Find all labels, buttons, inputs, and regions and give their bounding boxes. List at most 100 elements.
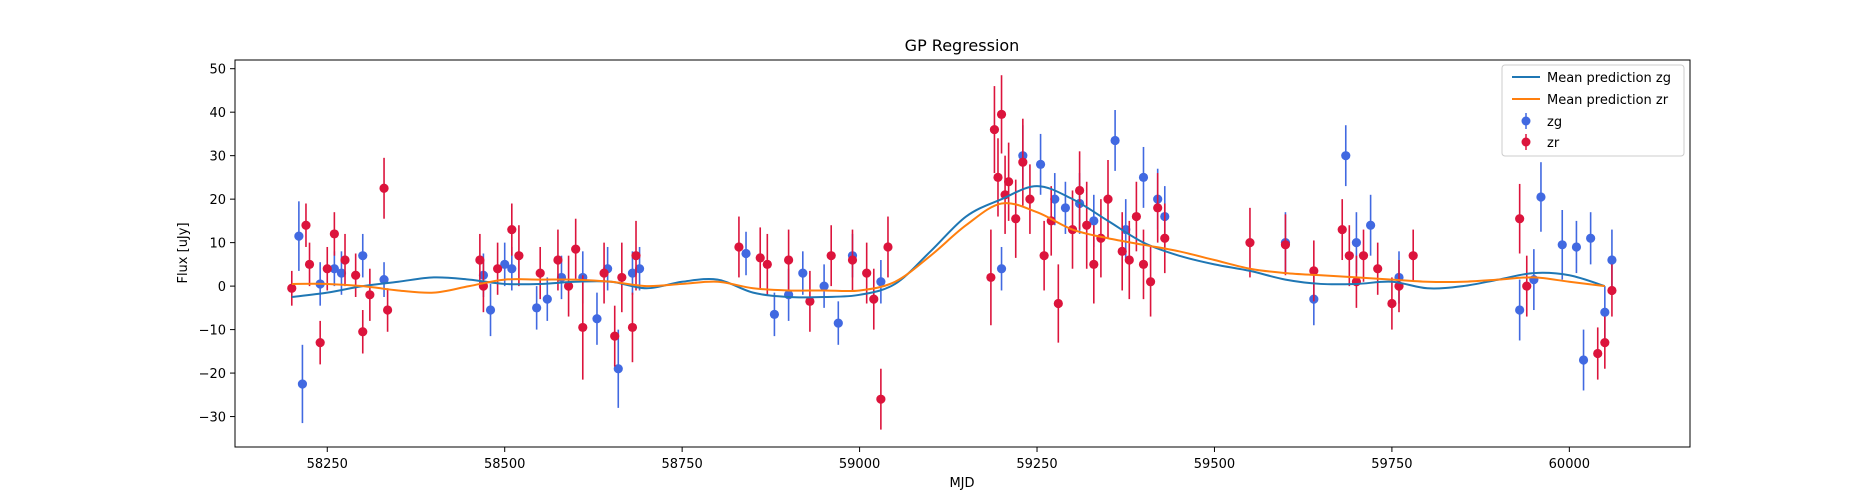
data-point-zg xyxy=(627,268,638,278)
x-tick-label: 59750 xyxy=(1371,457,1412,472)
data-point-zr xyxy=(340,255,350,265)
data-point-zg xyxy=(741,248,751,259)
data-point-zr xyxy=(1004,177,1014,187)
y-tick-label: −20 xyxy=(199,367,226,382)
legend-box xyxy=(1501,64,1685,157)
data-point-zg xyxy=(294,231,304,241)
data-point-zr xyxy=(1075,185,1085,196)
data-point-zr xyxy=(1593,348,1603,359)
data-point-zr xyxy=(535,268,545,278)
data-point-zr xyxy=(1018,157,1028,167)
data-point-zg xyxy=(542,294,552,304)
chart-title: GP Regression xyxy=(905,36,1020,55)
mean-prediction-line-zr xyxy=(291,202,1605,294)
data-point-zr xyxy=(631,251,641,261)
legend-label-zg: zg xyxy=(1547,115,1562,130)
data-point-zr xyxy=(1160,233,1170,243)
data-point-zr xyxy=(1124,255,1134,265)
y-tick-label: 0 xyxy=(218,280,226,295)
data-point-zr xyxy=(1373,264,1383,274)
x-tick-label: 59000 xyxy=(839,457,880,472)
x-tick-label: 59250 xyxy=(1016,457,1057,472)
data-point-zr xyxy=(1280,240,1291,250)
y-tick-label: 30 xyxy=(209,150,226,165)
data-point-zr xyxy=(996,109,1007,119)
data-point-zg xyxy=(798,268,808,278)
data-point-zr xyxy=(755,253,765,263)
data-point-zr xyxy=(1600,338,1610,348)
data-point-zr xyxy=(826,251,836,261)
data-point-zr xyxy=(617,272,627,283)
data-point-zr xyxy=(514,251,524,261)
data-point-zg xyxy=(1060,203,1071,213)
legend: Mean prediction zg Mean prediction zr zg… xyxy=(1501,64,1685,157)
axes-frame xyxy=(234,59,1691,448)
legend-marker-zr xyxy=(1521,134,1531,150)
data-point-zr xyxy=(627,322,638,333)
data-point-zg xyxy=(592,314,602,324)
data-point-zr xyxy=(1522,281,1532,291)
data-point-zg xyxy=(1607,255,1617,265)
data-point-zr xyxy=(876,394,886,404)
data-point-zg xyxy=(532,303,542,313)
data-point-zr xyxy=(993,172,1003,183)
data-point-zg xyxy=(1578,355,1589,365)
data-point-zg xyxy=(1529,274,1539,285)
data-point-zr xyxy=(1344,251,1354,261)
x-tick-label: 58500 xyxy=(484,457,525,472)
data-point-zr xyxy=(1145,277,1156,287)
data-point-zg xyxy=(507,264,517,274)
y-tick-label: −30 xyxy=(199,411,226,426)
x-axis-label: MJD xyxy=(949,476,974,491)
y-axis: −30 −20 −10 0 10 20 30 40 50 xyxy=(199,63,235,426)
mean-prediction-line-zg xyxy=(291,185,1606,299)
data-point-zr xyxy=(805,296,815,306)
data-point-zr xyxy=(365,290,375,300)
data-point-zr xyxy=(1309,266,1319,276)
data-point-zr xyxy=(379,183,389,193)
data-point-zg xyxy=(613,364,623,374)
data-point-zr xyxy=(1337,224,1347,235)
data-point-zr xyxy=(1153,203,1163,213)
data-point-zg xyxy=(358,251,368,261)
data-point-zr xyxy=(322,264,332,274)
data-point-zr xyxy=(610,331,620,341)
data-point-zg xyxy=(996,264,1007,274)
series-zr xyxy=(287,75,1617,430)
data-point-zr xyxy=(1117,246,1127,256)
data-point-zr xyxy=(358,327,368,337)
data-point-zr xyxy=(1103,194,1113,204)
data-point-zr xyxy=(1039,251,1049,261)
data-point-zg xyxy=(634,264,645,274)
x-tick-label: 58750 xyxy=(661,457,702,472)
x-tick-label: 58250 xyxy=(307,457,348,472)
data-point-zr xyxy=(1245,238,1255,248)
data-point-zg xyxy=(1600,307,1610,317)
data-point-zr xyxy=(989,124,1000,135)
y-tick-label: 50 xyxy=(209,63,226,78)
data-point-zg xyxy=(485,305,496,315)
data-point-zr xyxy=(475,255,485,265)
data-point-zr xyxy=(315,338,325,348)
data-point-zg xyxy=(1557,240,1567,250)
data-point-zr xyxy=(304,259,315,269)
x-tick-label: 59500 xyxy=(1194,457,1235,472)
data-point-zr xyxy=(1089,259,1099,269)
data-point-zg xyxy=(876,277,886,287)
data-point-zg xyxy=(1138,172,1149,183)
data-point-zg xyxy=(1341,151,1351,161)
x-axis: 58250 58500 58750 59000 59250 59500 59750 60000 xyxy=(307,447,1590,472)
data-point-zr xyxy=(1011,214,1021,224)
y-tick-label: 40 xyxy=(209,106,226,121)
data-point-zg xyxy=(297,379,308,389)
data-point-zg xyxy=(500,259,510,269)
data-point-zg xyxy=(1366,220,1376,230)
data-point-zr xyxy=(382,305,393,315)
data-point-zr xyxy=(1387,298,1397,309)
data-point-zg xyxy=(833,318,843,328)
data-point-zr xyxy=(329,229,339,239)
data-point-zr xyxy=(869,294,879,304)
data-point-zr xyxy=(351,270,361,280)
legend-marker-zg xyxy=(1521,113,1531,129)
